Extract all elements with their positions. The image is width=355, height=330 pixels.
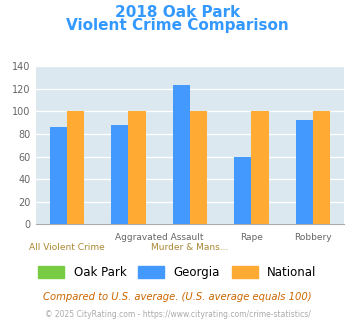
Bar [129, 111, 146, 224]
Text: Compared to U.S. average. (U.S. average equals 100): Compared to U.S. average. (U.S. average … [43, 292, 312, 302]
Bar [313, 111, 330, 224]
Bar [296, 120, 313, 224]
Text: Violent Crime Comparison: Violent Crime Comparison [66, 18, 289, 33]
Text: Robbery: Robbery [294, 233, 332, 242]
Bar [111, 125, 129, 224]
Text: Aggravated Assault: Aggravated Assault [115, 233, 203, 242]
Text: All Violent Crime: All Violent Crime [29, 243, 105, 251]
Bar [50, 127, 67, 224]
Bar [173, 85, 190, 224]
Legend: Oak Park, Georgia, National: Oak Park, Georgia, National [34, 262, 321, 284]
Text: Rape: Rape [240, 233, 263, 242]
Text: Murder & Mans...: Murder & Mans... [151, 243, 229, 251]
Bar [190, 111, 207, 224]
Bar [234, 156, 251, 224]
Text: 2018 Oak Park: 2018 Oak Park [115, 5, 240, 20]
Text: © 2025 CityRating.com - https://www.cityrating.com/crime-statistics/: © 2025 CityRating.com - https://www.city… [45, 310, 310, 318]
Bar [251, 111, 269, 224]
Bar [67, 111, 84, 224]
